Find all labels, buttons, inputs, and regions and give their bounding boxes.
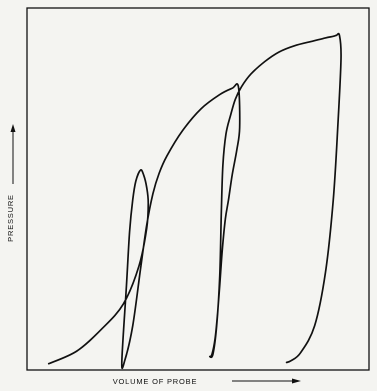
y-axis-arrow-head [10, 124, 16, 132]
x-axis-label: VOLUME OF PROBE [113, 377, 198, 386]
x-axis-label-group: VOLUME OF PROBE [113, 377, 301, 386]
plot-frame [26, 7, 370, 371]
y-axis-label: PRESSURE [6, 194, 15, 242]
x-axis-arrow-head [292, 378, 301, 384]
y-axis-label-group: PRESSURE [6, 124, 16, 242]
pressure-volume-curve [47, 32, 342, 370]
